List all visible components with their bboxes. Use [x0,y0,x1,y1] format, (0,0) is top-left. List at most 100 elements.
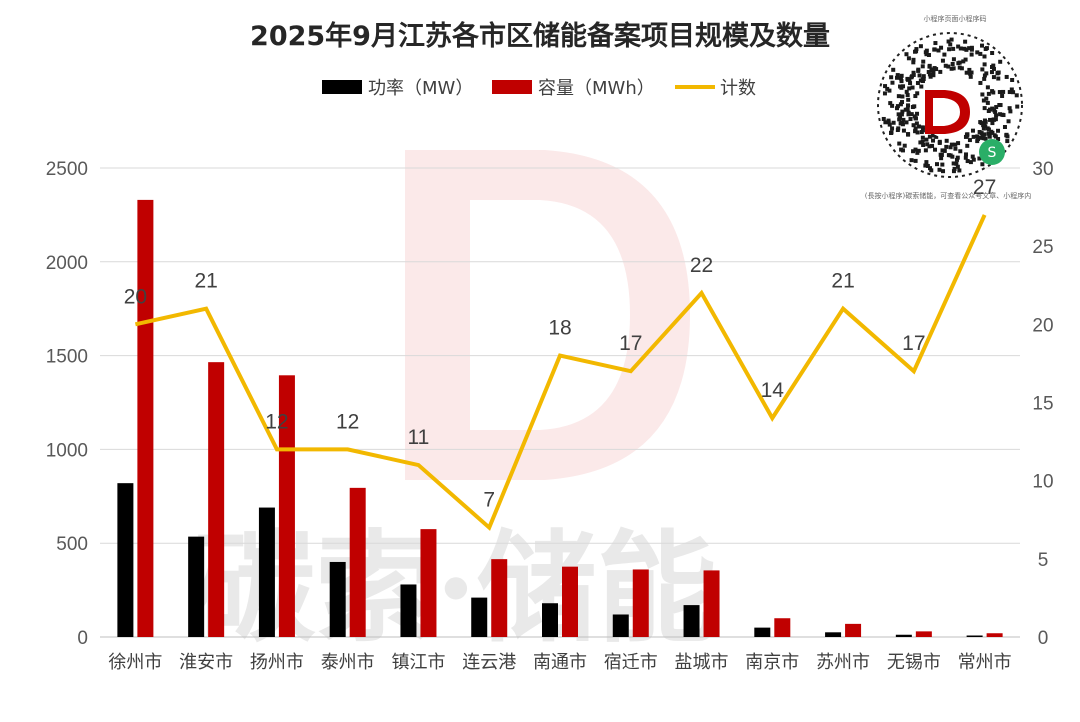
qr-dot [955,164,960,169]
qr-dot [921,59,926,64]
x-axis: 徐州市 淮安市 扬州市 泰州市 镇江市 连云港 南通市 宿迁市 盐城市 南京市 苏州市 无锡市 常州市 [108,652,1011,673]
right-axis: 0 5 10 15 20 25 30 [1032,159,1053,649]
qr-dot [927,63,932,68]
qr-dot [900,148,905,153]
qr-dot [987,107,992,112]
qr-dot [890,103,895,108]
qr-dot [967,138,972,143]
qr-dot [937,167,942,172]
qr-dot [985,85,990,90]
category-label: 扬州市 [250,652,304,673]
qr-dot [934,162,939,167]
qr-dot [1000,112,1005,117]
qr-dot [908,81,913,86]
qr-dot [899,112,904,117]
qr-dot [930,143,935,148]
qr-dot [969,45,974,50]
qr-dot [984,71,989,76]
category-label: 无锡市 [887,652,941,673]
qr-dot [989,70,994,75]
qr-dot [895,73,900,78]
qr-dot [978,135,983,140]
qr-dot [997,90,1002,95]
legend-label-power: 功率（MW） [368,78,473,99]
qr-dot [913,147,918,152]
qr-dot [950,61,955,66]
qr-dot [887,122,892,127]
qr-dot [925,142,930,147]
qr-dot [956,141,961,146]
qr-dot [982,54,987,59]
qr-dot [940,162,945,167]
qr-dot [996,128,1001,133]
qr-dot [951,161,956,166]
bar-capacity [632,569,649,637]
qr-dot [975,50,980,55]
qr-dot [923,163,928,168]
right-tick-label: 5 [1038,550,1049,571]
qr-dot [895,104,900,109]
qr-dot [946,64,951,69]
qr-dot [924,137,929,142]
bar-capacity [278,375,295,637]
qr-dot [915,150,920,155]
qr-dot [952,166,957,171]
qr-dot [913,158,918,163]
qr-dot [978,51,983,56]
bar-capacity [845,623,862,637]
qr-dot [1014,93,1019,98]
qr-dot [927,144,932,149]
qr-dot [951,169,956,174]
qr-dot [971,157,976,162]
qr-dot [990,130,995,135]
qr-dot [975,139,980,144]
category-label: 苏州市 [816,652,870,673]
qr-dot [957,65,962,70]
count-data-label: 17 [902,332,925,355]
qr-dot [942,148,947,153]
qr-dot [920,139,925,144]
qr-dot [1008,109,1013,114]
count-data-label: 21 [831,270,854,293]
qr-dot [1002,125,1007,130]
qr-dot [993,134,998,139]
bar-power [400,584,417,637]
qr-dot [937,140,942,145]
qr-dot [891,67,896,72]
qr-dot [968,74,973,79]
qr-dot [940,58,945,63]
qr-dot [907,86,912,91]
qr-dot [930,67,935,72]
category-label: 镇江市 [391,652,445,673]
qr-dot [914,47,919,52]
qr-dot [904,89,909,94]
bar-power [895,634,912,637]
qr-dot [939,156,944,161]
qr-dot [927,134,932,139]
category-label: 南通市 [533,652,587,673]
qr-dot [911,149,916,154]
mini-program-icon [979,139,1005,165]
qr-dot [883,120,888,125]
qr-dot [899,85,904,90]
qr-dot [931,133,936,138]
qr-dot [1015,104,1020,109]
qr-dot [909,158,914,163]
qr-dot [920,125,925,130]
qr-dot [898,102,903,107]
qr-dot [913,116,918,121]
qr-dot [991,117,996,122]
qr-dot [969,52,974,57]
right-tick-label: 10 [1032,472,1053,493]
left-tick-label: 1500 [46,347,88,368]
qr-dot [934,67,939,72]
qr-dot [908,117,913,122]
qr-dot [996,76,1001,81]
qr-dot [968,160,973,165]
qr-dot [932,47,937,52]
qr-dot [961,59,966,64]
qr-dot [920,79,925,84]
qr-dot [956,44,961,49]
qr-dot [890,126,895,131]
qr-dot [889,130,894,135]
